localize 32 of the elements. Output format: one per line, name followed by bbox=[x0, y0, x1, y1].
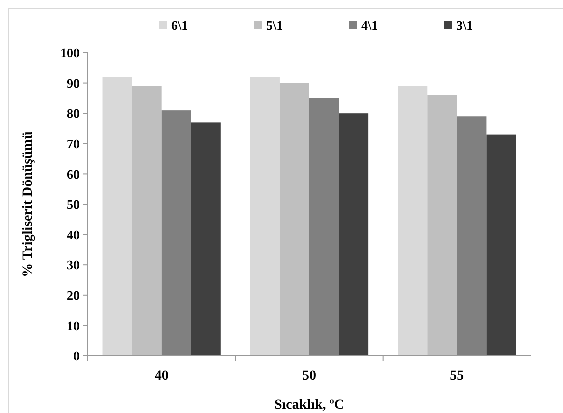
x-axis-title: Sıcaklık, ºC bbox=[274, 398, 344, 413]
y-tick-label: 40 bbox=[67, 227, 80, 242]
bar bbox=[486, 134, 516, 356]
x-tick-label: 40 bbox=[154, 369, 169, 384]
y-tick-label: 70 bbox=[67, 136, 80, 152]
x-tick-label: 50 bbox=[302, 369, 316, 384]
legend-label: 6\1 bbox=[172, 18, 188, 33]
bar bbox=[457, 116, 487, 356]
y-tick-label: 10 bbox=[67, 318, 80, 334]
legend-label: 5\1 bbox=[266, 18, 284, 33]
y-tick-label: 90 bbox=[67, 76, 80, 91]
bar bbox=[250, 77, 280, 356]
y-tick-label: 60 bbox=[67, 166, 80, 182]
bar bbox=[102, 77, 132, 356]
y-tick-label: 80 bbox=[67, 106, 80, 122]
bar bbox=[280, 83, 310, 356]
bar bbox=[310, 98, 340, 356]
bar bbox=[339, 114, 369, 356]
bar bbox=[428, 95, 458, 356]
legend-label: 3\1 bbox=[456, 18, 474, 33]
bar bbox=[191, 122, 221, 356]
bar bbox=[162, 110, 192, 356]
y-tick-label: 0 bbox=[74, 348, 80, 364]
y-tick-label: 30 bbox=[67, 258, 80, 273]
bar bbox=[398, 86, 428, 356]
y-tick-label: 50 bbox=[67, 197, 80, 212]
x-tick-label: 55 bbox=[450, 369, 464, 384]
bar bbox=[132, 86, 162, 356]
y-axis-title: % Trigliserit Dönüşümü bbox=[21, 131, 36, 278]
legend-label: 4\1 bbox=[362, 18, 378, 33]
y-tick-label: 20 bbox=[67, 288, 80, 303]
y-tick-label: 100 bbox=[60, 46, 80, 61]
